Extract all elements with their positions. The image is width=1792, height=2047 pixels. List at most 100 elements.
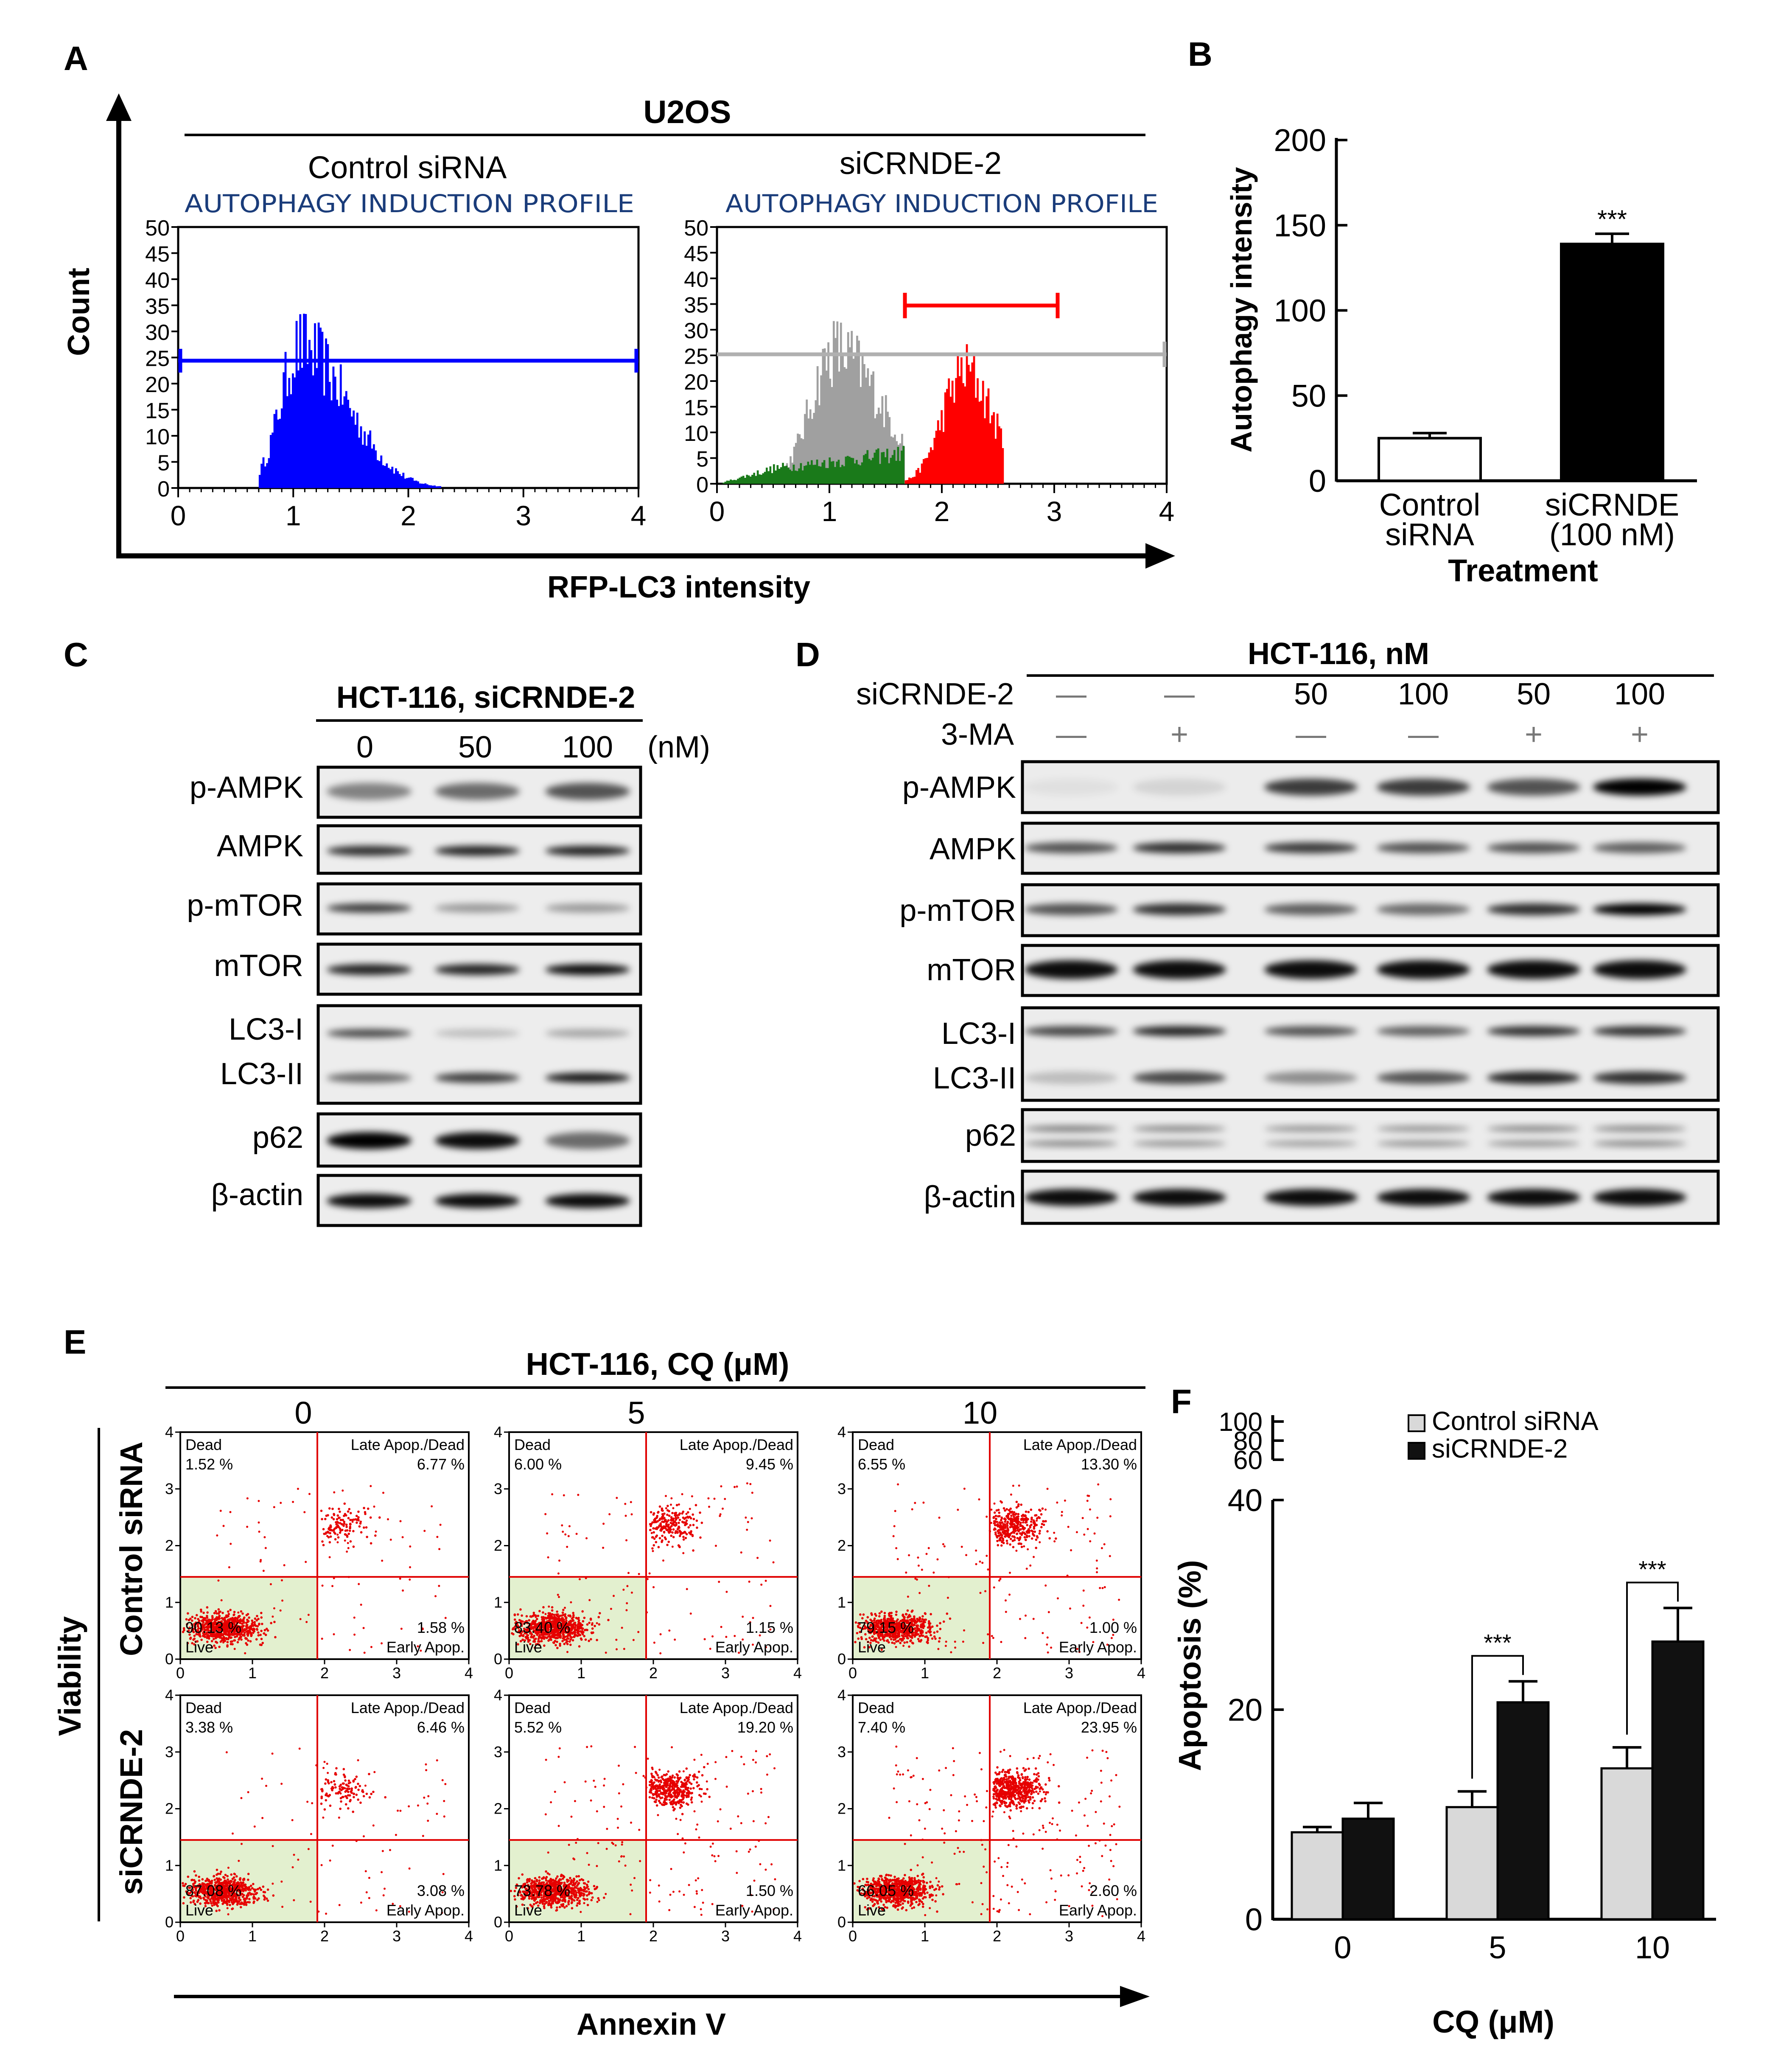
scatter-point [1042, 1523, 1045, 1526]
blot-band [1593, 1071, 1686, 1084]
hist-bar [299, 314, 302, 488]
scatter-y-tick-label: 2 [165, 1537, 174, 1554]
scatter-point [384, 1887, 386, 1890]
scatter-point [199, 1615, 202, 1618]
hist-bar [312, 375, 314, 488]
hist-bar-green [820, 466, 822, 484]
scatter-point [854, 1621, 857, 1624]
hist-bar-green [834, 467, 836, 484]
scatter-point [225, 1622, 228, 1625]
scatter-point [1020, 1545, 1023, 1548]
scatter-point [227, 1610, 230, 1613]
scatter-point [444, 1783, 447, 1785]
scatter-point [236, 1641, 239, 1643]
hist-bar [264, 466, 266, 488]
scatter-point [561, 1524, 563, 1527]
scatter-point [349, 1523, 352, 1526]
scatter-point [671, 1531, 674, 1534]
scatter-point [571, 1639, 574, 1642]
scatter-point [344, 1803, 347, 1806]
scatter-point [417, 1804, 419, 1807]
blot-band [1133, 779, 1226, 796]
scatter-point [334, 1772, 337, 1775]
blot-band [1593, 842, 1686, 853]
scatter-y-tick-label: 3 [837, 1480, 846, 1497]
scatter-point [1056, 1597, 1059, 1600]
scatter-point [736, 1485, 738, 1488]
scatter-point [335, 1521, 337, 1524]
hist-bar [904, 480, 907, 484]
scatter-point [1035, 1538, 1038, 1541]
hist-bar-green [778, 468, 781, 484]
scatter-point [893, 1525, 896, 1528]
panel-e-x-label: Annexin V [577, 2008, 726, 2041]
hist-bar-green [825, 468, 827, 484]
scatter-point [333, 1531, 336, 1534]
scatter-point [420, 1649, 422, 1652]
blot-band [1487, 903, 1580, 915]
scatter-point [344, 1779, 347, 1782]
blot-band [545, 903, 630, 913]
scatter-point [372, 1790, 375, 1793]
scatter-point [890, 1638, 893, 1640]
scatter-point [272, 1882, 274, 1885]
scatter-point [902, 1645, 905, 1647]
hist-bar-green [791, 471, 793, 484]
scatter-point [214, 1646, 217, 1649]
scatter-point [924, 1612, 927, 1615]
scatter-point [183, 1629, 185, 1632]
hist-bar [291, 373, 294, 488]
scatter-point [354, 1778, 356, 1781]
hist-bar-green [814, 465, 817, 484]
scatter-point [202, 1630, 205, 1633]
hist-bar-green [816, 460, 818, 484]
blot-band [327, 783, 412, 800]
hist-bar [926, 457, 929, 484]
scatter-x-tick-label: 3 [392, 1664, 401, 1682]
scatter-point [998, 1511, 1001, 1514]
blot-band [1133, 1126, 1226, 1132]
scatter-point [534, 1614, 537, 1617]
scatter-point [1016, 1533, 1018, 1535]
scatter-point [662, 1559, 664, 1562]
scatter-point [220, 1870, 222, 1873]
hist-bar [323, 395, 325, 488]
scatter-point [323, 1761, 326, 1763]
scatter-point [373, 1506, 375, 1508]
hist-bar-green [751, 474, 753, 484]
scatter-point [586, 1623, 589, 1626]
scatter-point [230, 1640, 232, 1643]
scatter-point [239, 1879, 241, 1881]
scatter-point [258, 1531, 260, 1533]
panel-d-3ma-cond: — [1408, 718, 1439, 752]
hist-bar [371, 449, 373, 488]
scatter-point [348, 1508, 351, 1511]
scatter-point [932, 1571, 935, 1574]
blot-band [545, 1073, 630, 1083]
panel-letter-d: D [795, 636, 820, 673]
hist-bar-green [755, 476, 757, 484]
scatter-point [547, 1612, 550, 1615]
scatter-point [346, 1787, 349, 1790]
scatter-point [338, 1508, 340, 1510]
scatter-point [235, 1875, 238, 1878]
scatter-point [918, 1620, 921, 1623]
scatter-point [578, 1645, 581, 1648]
scatter-point [916, 1626, 919, 1629]
hist-bar [380, 455, 383, 488]
scatter-point [917, 1638, 920, 1640]
hist-x-tick-label: 1 [286, 500, 301, 531]
panel-b-y-tick-label: 0 [1309, 463, 1326, 499]
hist-bar [275, 409, 277, 488]
scatter-point [365, 1526, 368, 1529]
scatter-point [193, 1643, 196, 1646]
scatter-point [270, 1622, 272, 1624]
scatter-point [931, 1625, 934, 1628]
scatter-point [1021, 1517, 1024, 1520]
scatter-point [661, 1509, 664, 1512]
hist-bar [419, 483, 421, 488]
hist-bar [325, 338, 327, 488]
scatter-point [888, 1612, 891, 1615]
scatter-point [342, 1524, 345, 1527]
scatter-point [979, 1560, 981, 1563]
